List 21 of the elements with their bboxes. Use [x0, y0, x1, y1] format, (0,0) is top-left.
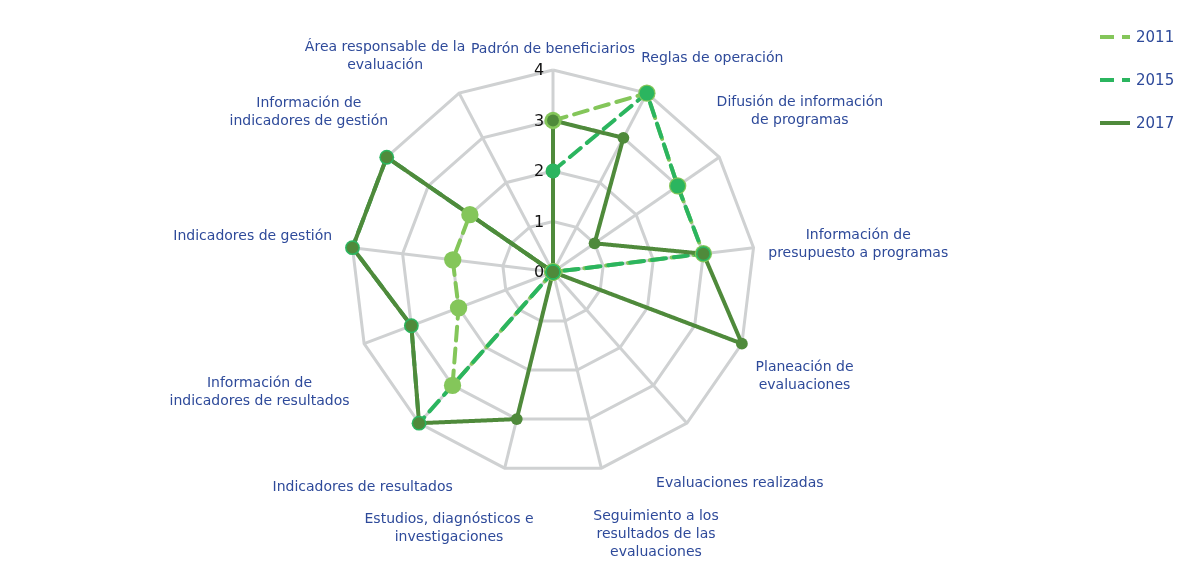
spoke-label: Información de presupuesto a programas [768, 225, 949, 260]
spoke-label: Área responsable de la evaluación [304, 37, 466, 72]
spoke-label: Seguimiento a los resultados de las evaluaciones [593, 507, 719, 560]
y-tick-label: 1 [533, 211, 545, 231]
legend-label: 2015 [1136, 71, 1175, 89]
y-tick-label: 0 [533, 262, 545, 281]
spoke-label: Indicadores de gestión [173, 226, 333, 243]
spoke-label: Difusión de información de programas [716, 92, 884, 127]
spoke-label: Información de indicadores de gestión [229, 94, 389, 129]
y-tick-label: 3 [533, 110, 545, 130]
legend-label: 2011 [1136, 28, 1175, 46]
spoke-label: Indicadores de resultados [272, 477, 453, 494]
legend-label: 2017 [1136, 114, 1175, 132]
spoke-label: Estudios, diagnósticos e investigaciones [364, 509, 534, 544]
spoke-label: Reglas de operación [641, 49, 784, 66]
spoke-label: Evaluaciones realizadas [656, 473, 824, 490]
y-tick-label: 2 [533, 161, 545, 180]
y-tick-label: 4 [533, 60, 545, 79]
spoke-label: Información de indicadores de resultados [169, 374, 350, 409]
spoke-label: Planeación de evaluaciones [755, 358, 854, 393]
spoke-label: Padrón de beneficiarios [470, 40, 636, 56]
